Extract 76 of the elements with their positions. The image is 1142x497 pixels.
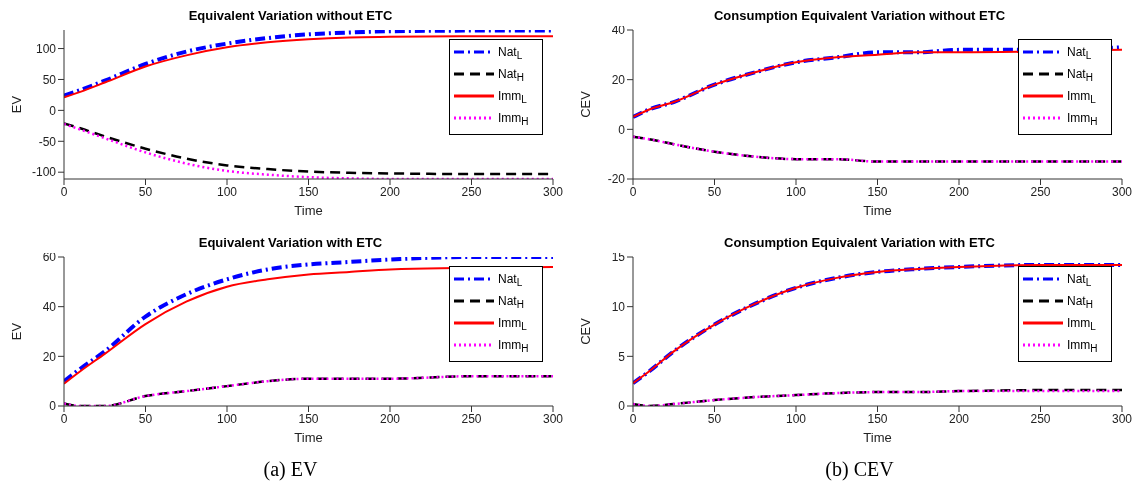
chart-title: Consumption Equivalent Variation with ETC	[724, 235, 995, 250]
x-axis-title: Time	[863, 203, 892, 218]
x-tick-label: 150	[867, 184, 888, 199]
x-tick-label: 0	[629, 184, 637, 199]
y-tick-label: 0	[49, 103, 57, 118]
x-axis-title: Time	[294, 203, 323, 218]
y-tick-label: 60	[42, 250, 57, 265]
x-tick-label: 300	[542, 411, 564, 426]
y-tick-label: 0	[618, 399, 626, 414]
y-tick-label: 10	[611, 299, 626, 314]
text: (b) CEV	[824, 458, 895, 481]
legend-label: Nat$_{H}$	[1067, 67, 1093, 83]
legend-label: Imm$_{H}$	[1067, 338, 1098, 354]
y-axis-title: EV	[8, 95, 24, 114]
y-tick-label: 5	[618, 349, 626, 364]
x-tick-label: 0	[629, 411, 637, 426]
y-axis-title: CEV	[577, 90, 593, 118]
x-tick-label: 300	[1111, 184, 1133, 199]
y-tick-label: 15	[611, 250, 626, 265]
x-tick-label: 100	[785, 411, 807, 426]
x-tick-label: 150	[298, 411, 319, 426]
chart-title: Consumption Equivalent Variation without ETC	[713, 8, 1006, 23]
x-tick-label: 250	[1030, 184, 1051, 199]
x-tick-label: 50	[138, 184, 153, 199]
legend-label: Imm$_{L}$	[498, 89, 528, 105]
y-tick-label: 0	[618, 122, 626, 137]
y-tick-label: 40	[611, 23, 626, 38]
legend-label: Nat$_{L}$	[498, 272, 523, 288]
y-tick-label: -50	[38, 134, 57, 149]
chart-title: Equivalent Variation without ETC	[187, 8, 394, 25]
legend-label: Imm$_{H}$	[1067, 111, 1098, 127]
chart-title: Equivalent Variation with ETC	[198, 235, 383, 250]
x-tick-label: 100	[216, 411, 238, 426]
x-tick-label: 300	[542, 184, 564, 199]
x-tick-label: 200	[948, 411, 970, 426]
x-axis-title: Time	[863, 430, 892, 445]
x-tick-label: 150	[298, 184, 319, 199]
y-tick-label: 40	[42, 299, 57, 314]
x-tick-label: 0	[60, 411, 68, 426]
legend-label: Nat$_{L}$	[1067, 272, 1092, 288]
x-tick-label: 50	[707, 184, 722, 199]
legend-label: Nat$_{L}$	[1067, 45, 1092, 61]
text: (a) EV	[262, 458, 319, 481]
legend-label: Nat$_{H}$	[1067, 294, 1093, 310]
legend-label: Nat$_{H}$	[498, 294, 524, 310]
legend-label: Imm$_{L}$	[498, 316, 528, 332]
y-axis-title: CEV	[577, 317, 593, 345]
x-tick-label: 100	[216, 184, 238, 199]
x-tick-label: 100	[785, 184, 807, 199]
y-tick-label: 20	[42, 349, 57, 364]
x-tick-label: 250	[1030, 411, 1051, 426]
x-tick-label: 300	[1111, 411, 1133, 426]
y-tick-label: 20	[611, 72, 626, 87]
y-tick-label: 100	[35, 41, 57, 56]
x-tick-label: 200	[948, 184, 970, 199]
x-tick-label: 250	[461, 411, 482, 426]
x-tick-label: 250	[461, 184, 482, 199]
x-tick-label: 200	[379, 184, 401, 199]
line-series	[633, 135, 1122, 163]
legend-label: Imm$_{L}$	[1067, 316, 1097, 332]
legend-label: Imm$_{L}$	[1067, 89, 1097, 105]
legend-label: Nat$_{L}$	[498, 45, 523, 61]
y-axis-title: EV	[8, 322, 24, 341]
x-tick-label: 150	[867, 411, 888, 426]
y-tick-label: -100	[31, 165, 57, 180]
x-tick-label: 0	[60, 184, 68, 199]
legend-label: Imm$_{H}$	[498, 111, 529, 127]
x-axis-title: Time	[294, 430, 323, 445]
y-tick-label: 50	[42, 72, 57, 87]
x-tick-label: 200	[379, 411, 401, 426]
y-tick-label: -20	[607, 172, 626, 187]
x-tick-label: 50	[138, 411, 153, 426]
x-tick-label: 50	[707, 411, 722, 426]
legend-label: Nat$_{H}$	[498, 67, 524, 83]
y-tick-label: 0	[49, 399, 57, 414]
legend-label: Imm$_{H}$	[498, 338, 529, 354]
